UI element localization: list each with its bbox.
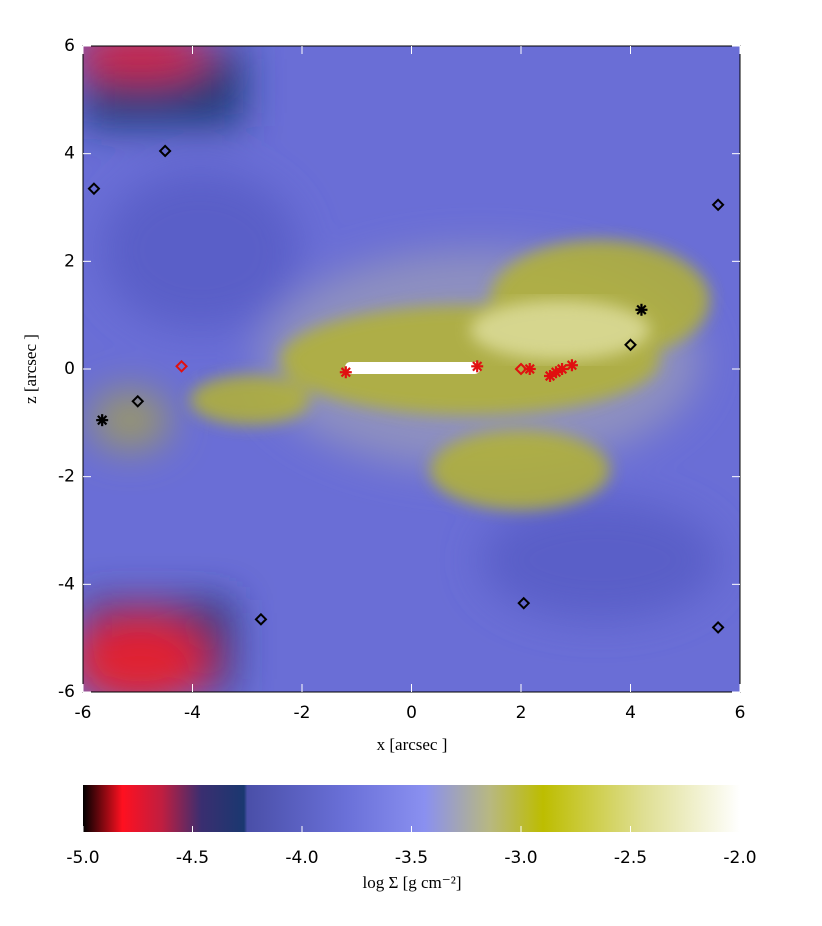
marker (471, 360, 484, 373)
diamond-marker (517, 596, 531, 610)
y-tick-label: -2 (58, 467, 75, 487)
y-tick-label: -6 (58, 682, 75, 702)
marker (711, 198, 725, 212)
diamond-marker (514, 362, 528, 376)
asterisk-stroke (97, 415, 108, 426)
asterisk-stroke (636, 304, 647, 315)
colorbar-tick-label: -3.0 (504, 848, 537, 868)
asterisk-stroke (524, 363, 535, 375)
asterisk-stroke (472, 361, 483, 372)
marker (254, 612, 268, 626)
diamond-marker (87, 182, 101, 196)
colorbar-tick-label: -5.0 (66, 848, 99, 868)
marker (87, 182, 101, 196)
diamond-marker (254, 612, 268, 626)
y-tick-label: -4 (58, 574, 75, 594)
x-tick-label: -6 (75, 703, 92, 723)
colorbar-tick-label: -3.5 (395, 848, 428, 868)
marker (175, 359, 188, 373)
diamond-marker (131, 394, 145, 408)
diamond-marker (175, 359, 188, 373)
y-tick-label: 2 (64, 251, 75, 271)
diamond-marker (624, 338, 637, 352)
marker (96, 414, 109, 427)
colorbar-tick-label: -2.0 (723, 848, 756, 868)
colorbar (83, 785, 740, 832)
marker (550, 366, 563, 379)
asterisk-stroke (340, 367, 351, 378)
x-tick-label: 6 (735, 703, 746, 723)
marker (131, 394, 145, 408)
marker (711, 620, 725, 634)
y-tick-label: 4 (64, 144, 75, 164)
marker (514, 362, 528, 376)
marker (635, 303, 648, 316)
asterisk-stroke (566, 360, 577, 371)
colorbar-tick-label: -4.0 (285, 848, 318, 868)
marker (523, 363, 536, 375)
colorbar-label: log Σ [g cm⁻²] (362, 873, 461, 892)
y-axis-label: z [arcsec ] (21, 334, 40, 404)
y-tick-label: 0 (64, 359, 75, 379)
x-tick-label: -2 (294, 703, 311, 723)
colorbar-tick-label: -4.5 (176, 848, 209, 868)
marker (517, 596, 531, 610)
diamond-marker (158, 144, 172, 158)
marker (339, 366, 352, 379)
colorbar-tick-label: -2.5 (614, 848, 647, 868)
marker (624, 338, 637, 352)
x-tick-label: 0 (406, 703, 417, 723)
x-tick-label: -4 (184, 703, 201, 723)
y-tick-label: 6 (64, 36, 75, 56)
x-axis-label: x [arcsec ] (377, 735, 448, 754)
asterisk-stroke (556, 363, 568, 375)
marker (158, 144, 172, 158)
density-map (83, 46, 740, 692)
x-tick-label: 2 (516, 703, 527, 723)
marker (556, 363, 569, 375)
x-tick-label: 4 (625, 703, 636, 723)
diamond-marker (711, 198, 725, 212)
diamond-marker (711, 620, 725, 634)
marker (565, 359, 578, 372)
